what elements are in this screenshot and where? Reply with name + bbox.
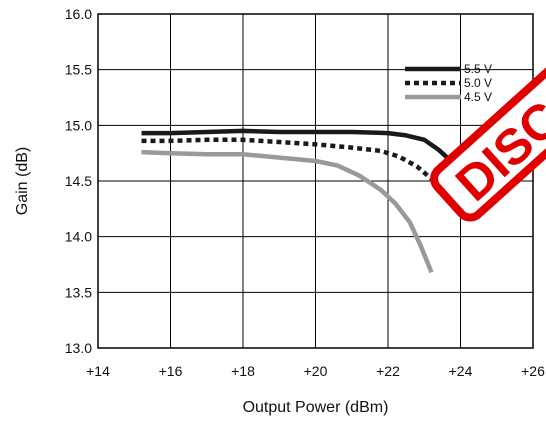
legend-label-3: 4.5 V bbox=[464, 90, 492, 104]
legend-label-1: 5.5 V bbox=[464, 62, 492, 76]
x-tick-label: +26 bbox=[521, 363, 545, 379]
x-tick-label: +22 bbox=[376, 363, 400, 379]
x-tick-label: +18 bbox=[231, 363, 255, 379]
y-tick-label: 15.0 bbox=[65, 117, 92, 133]
y-tick-label: 14.5 bbox=[65, 173, 92, 189]
y-tick-label: 16.0 bbox=[65, 6, 92, 22]
legend: 5.5 V5.0 V4.5 V bbox=[405, 62, 492, 104]
legend-label-2: 5.0 V bbox=[464, 76, 492, 90]
x-tick-label: +16 bbox=[159, 363, 183, 379]
series-line-3 bbox=[141, 149, 434, 274]
x-tick-label: +20 bbox=[304, 363, 328, 379]
watermark-group: DISC bbox=[430, 11, 546, 222]
series-lines bbox=[141, 128, 466, 274]
x-tick-label: +24 bbox=[449, 363, 473, 379]
y-tick-label: 13.5 bbox=[65, 284, 92, 300]
y-axis-title: Gain (dB) bbox=[14, 147, 31, 215]
watermark-stamp: DISC bbox=[430, 11, 546, 222]
plot-frame bbox=[97, 13, 534, 349]
series-line-1 bbox=[141, 128, 466, 173]
y-tick-label: 13.0 bbox=[65, 340, 92, 356]
series-line-2 bbox=[141, 137, 459, 213]
x-axis-title: Output Power (dBm) bbox=[243, 399, 389, 416]
y-tick-label: 15.5 bbox=[65, 62, 92, 78]
x-tick-label: +14 bbox=[86, 363, 110, 379]
tick-labels: +14 +16 +18 +20 +22 +24 +26 13.0 13.5 14.0 14.5 15.… bbox=[65, 6, 545, 379]
y-tick-label: 14.0 bbox=[65, 229, 92, 245]
watermark-border bbox=[430, 11, 546, 222]
